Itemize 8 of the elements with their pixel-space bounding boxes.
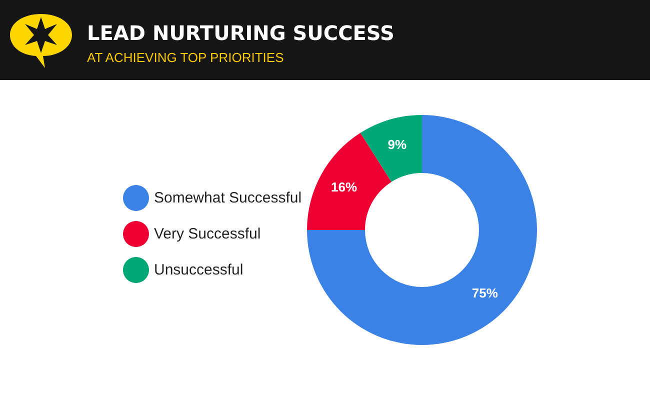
chart-subtitle: AT ACHIEVING TOP PRIORITIES bbox=[87, 50, 284, 65]
chart-title: LEAD NURTURING SUCCESS bbox=[87, 21, 394, 45]
legend-label: Somewhat Successful bbox=[154, 190, 302, 206]
legend-label: Very Successful bbox=[154, 226, 261, 242]
legend-label: Unsuccessful bbox=[154, 262, 244, 278]
data-label: 16% bbox=[330, 180, 358, 195]
data-label: 75% bbox=[472, 285, 498, 300]
data-label: 9% bbox=[388, 137, 407, 152]
